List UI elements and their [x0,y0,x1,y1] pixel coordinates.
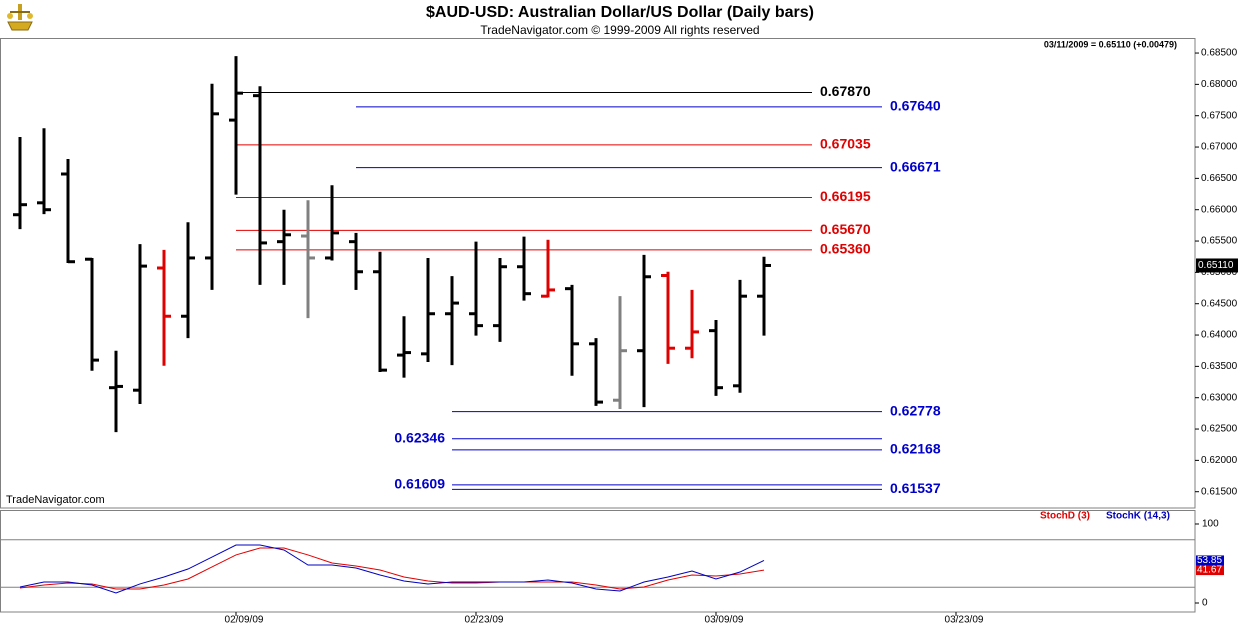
x-tick-label: 02/09/09 [225,615,264,626]
y-tick-label: 0.66500 [1201,173,1238,184]
y-tick-label: 0.64000 [1201,330,1238,341]
y-tick-label: 0.66000 [1201,204,1238,215]
y-tick-label: 0.68000 [1201,79,1238,90]
level-label: 0.65670 [820,221,871,237]
y-tick-label: 0.62000 [1201,455,1238,466]
stoch-line [19,544,765,594]
level-label: 0.65360 [820,241,871,257]
chart-subtitle: TradeNavigator.com © 1999-2009 All right… [480,23,759,37]
level-label: 0.61609 [394,476,445,492]
stoch-panel [0,510,1196,613]
x-tick-label: 02/23/09 [465,615,504,626]
level-label: 0.67035 [820,136,871,152]
y-tick-label: 0.67500 [1201,110,1238,121]
last-value-badge [1196,555,1224,566]
last-value-label: 53.85 [1197,555,1222,566]
y-tick-label: 0.64500 [1201,298,1238,309]
y-tick-label: 0.63000 [1201,392,1238,403]
y-tick-label: 0.65000 [1201,267,1238,278]
level-label: 0.67640 [890,98,941,114]
y-tick-label: 0.67000 [1201,142,1238,153]
level-label: 0.62778 [890,402,941,418]
x-tick-label: 03/09/09 [705,615,744,626]
legend-entry: StochD (3) [1040,511,1090,522]
level-label: 0.66671 [890,158,941,174]
logo [7,4,33,31]
main-panel [0,38,1196,509]
level-label: 0.66195 [820,188,871,204]
level-label: 0.62168 [890,441,941,457]
chart-title: $AUD-USD: Australian Dollar/US Dollar (D… [426,4,814,21]
last-price-badge [1196,258,1238,273]
level-label: 0.67870 [820,83,871,99]
y-tick-label: 0 [1202,598,1208,609]
level-label: 0.61537 [890,480,941,496]
y-tick-label: 0.65500 [1201,236,1238,247]
last-value-badge [1196,565,1224,576]
y-tick-label: 0.68500 [1201,48,1238,59]
x-tick-label: 03/23/09 [945,615,984,626]
last-value-label: 41.67 [1197,565,1222,576]
stoch-line [19,547,765,590]
watermark: TradeNavigator.com [6,494,105,506]
y-tick-label: 100 [1202,519,1219,530]
y-tick-label: 0.62500 [1201,424,1238,435]
level-label: 0.62346 [394,429,445,445]
y-tick-label: 0.61500 [1201,486,1238,497]
price-header: 03/11/2009 = 0.65110 (+0.00479) [1044,39,1177,49]
legend-entry: StochK (14,3) [1106,511,1170,522]
last-price-label: 0.65110 [1198,260,1234,271]
y-tick-label: 0.63500 [1201,361,1238,372]
